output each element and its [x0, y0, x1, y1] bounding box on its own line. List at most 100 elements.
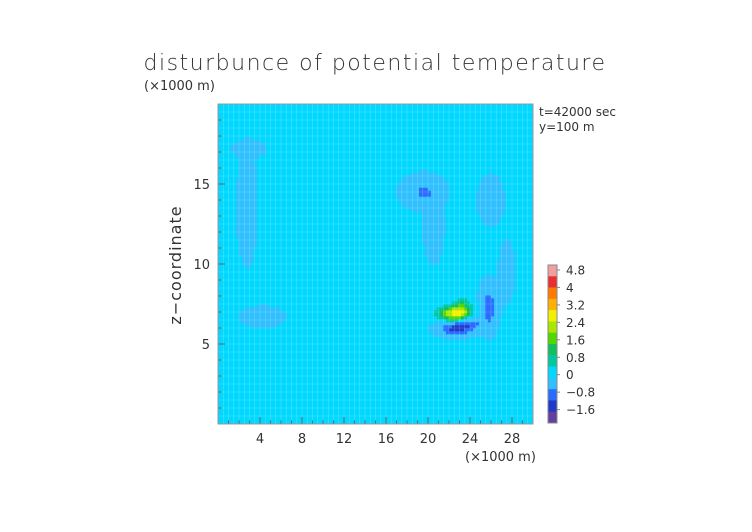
heatmap-cell	[263, 373, 267, 377]
heatmap-cell	[230, 247, 234, 252]
heatmap-cell	[296, 205, 300, 210]
heatmap-cell	[257, 322, 261, 326]
heatmap-cell	[290, 415, 294, 419]
heatmap-cell	[299, 307, 303, 311]
heatmap-cell	[269, 319, 273, 323]
heatmap-cell	[239, 166, 243, 171]
heatmap-cell	[302, 259, 306, 264]
heatmap-cell	[236, 421, 240, 424]
heatmap-cell	[236, 118, 240, 123]
heatmap-cell	[230, 283, 234, 288]
heatmap-cell	[218, 370, 222, 374]
heatmap-cell	[242, 397, 246, 401]
heatmap-cell	[296, 166, 300, 171]
heatmap-cell	[221, 367, 225, 371]
heatmap-cell	[272, 355, 276, 359]
heatmap-cell	[302, 337, 306, 341]
heatmap-cell	[284, 403, 288, 407]
heatmap-cell	[227, 250, 231, 255]
heatmap-cell	[296, 418, 300, 422]
heatmap-cell	[245, 397, 249, 401]
heatmap-cell	[233, 145, 237, 150]
heatmap-cell	[290, 104, 294, 108]
heatmap-cell	[257, 199, 261, 204]
heatmap-cell	[299, 331, 303, 335]
heatmap-cell	[236, 217, 240, 222]
heatmap-cell	[272, 388, 276, 392]
heatmap-cell	[290, 130, 294, 135]
heatmap-cell	[263, 412, 267, 416]
heatmap-cell	[221, 118, 225, 123]
heatmap-cell	[251, 247, 255, 252]
heatmap-cell	[233, 154, 237, 159]
heatmap-cell	[302, 292, 306, 296]
heatmap-cell	[272, 136, 276, 141]
heatmap-cell	[254, 382, 258, 386]
heatmap-cell	[248, 139, 252, 144]
heatmap-cell	[260, 397, 264, 401]
heatmap-cell	[281, 211, 285, 216]
heatmap-cell	[305, 319, 309, 323]
heatmap-cell	[242, 241, 246, 246]
heatmap-cell	[299, 127, 303, 132]
heatmap-cell	[257, 223, 261, 228]
heatmap-cell	[218, 286, 222, 291]
heatmap-cell	[305, 223, 309, 228]
heatmap-cell	[278, 349, 282, 353]
heatmap-cell	[224, 169, 228, 174]
heatmap-cell	[227, 205, 231, 210]
heatmap-cell	[239, 104, 243, 108]
heatmap-cell	[260, 418, 264, 422]
heatmap-cell	[299, 295, 303, 299]
heatmap-cell	[233, 301, 237, 305]
heatmap-cell	[260, 190, 264, 195]
heatmap-cell	[218, 121, 222, 126]
heatmap-cell	[251, 109, 255, 114]
heatmap-cell	[302, 394, 306, 398]
heatmap-cell	[242, 268, 246, 273]
heatmap-cell	[260, 343, 264, 347]
heatmap-cell	[290, 136, 294, 141]
heatmap-cell	[272, 382, 276, 386]
heatmap-cell	[305, 256, 309, 261]
heatmap-cell	[272, 160, 276, 165]
heatmap-cell	[281, 421, 285, 424]
heatmap-cell	[275, 235, 279, 240]
heatmap-cell	[293, 385, 297, 389]
heatmap-cell	[260, 172, 264, 177]
heatmap-cell	[287, 298, 291, 302]
heatmap-cell	[251, 391, 255, 395]
heatmap-cell	[242, 104, 246, 108]
heatmap-cell	[266, 235, 270, 240]
heatmap-cell	[272, 163, 276, 168]
heatmap-cell	[281, 106, 285, 111]
heatmap-cell	[281, 337, 285, 341]
heatmap-cell	[221, 334, 225, 338]
heatmap-cell	[242, 211, 246, 216]
heatmap-cell	[251, 172, 255, 177]
heatmap-cell	[302, 166, 306, 171]
heatmap-cell	[299, 244, 303, 249]
heatmap-cell	[257, 376, 261, 380]
heatmap-cell	[224, 268, 228, 273]
heatmap-cell	[269, 256, 273, 261]
heatmap-cell	[302, 391, 306, 395]
heatmap-field	[218, 104, 533, 424]
heatmap-cell	[269, 202, 273, 207]
heatmap-cell	[242, 199, 246, 204]
heatmap-cell	[281, 130, 285, 135]
heatmap-cell	[281, 148, 285, 153]
heatmap-cell	[302, 217, 306, 222]
heatmap-cell	[227, 418, 231, 422]
heatmap-cell	[263, 220, 267, 225]
heatmap-cell	[254, 376, 258, 380]
heatmap-cell	[269, 106, 273, 111]
heatmap-cell	[302, 418, 306, 422]
heatmap-cell	[287, 112, 291, 117]
heatmap-cell	[281, 205, 285, 210]
heatmap-cell	[266, 265, 270, 270]
heatmap-cell	[260, 283, 264, 288]
heatmap-cell	[260, 166, 264, 171]
heatmap-cell	[260, 268, 264, 273]
heatmap-cell	[224, 250, 228, 255]
